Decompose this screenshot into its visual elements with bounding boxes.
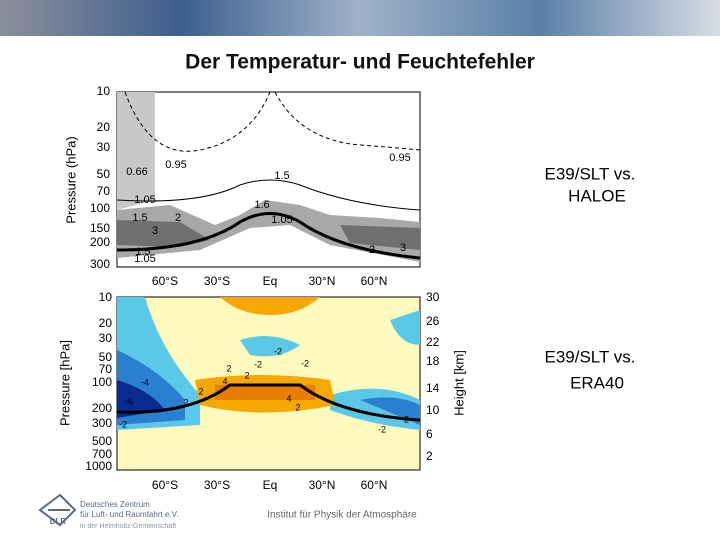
caption: E39/SLT vs. bbox=[544, 347, 635, 366]
contour-label: -2 bbox=[378, 424, 386, 434]
contour-label: -2 bbox=[119, 419, 127, 429]
x-tick-label: 60°S bbox=[152, 478, 178, 492]
x-tick-label: Eq bbox=[263, 478, 278, 492]
y-tick-label: 300 bbox=[90, 257, 110, 271]
y-tick-label: 30 bbox=[97, 140, 111, 154]
slide-title: Der Temperatur- und Feuchtefehler bbox=[185, 51, 535, 74]
y2-tick-label: 6 bbox=[426, 427, 433, 441]
contour-label: 1.5 bbox=[274, 170, 289, 182]
y-tick-label: 100 bbox=[92, 375, 112, 389]
contour-label: 2 bbox=[244, 370, 249, 380]
dlr-logo bbox=[38, 493, 77, 527]
y2-tick-label: 10 bbox=[426, 403, 440, 417]
y-tick-label: 150 bbox=[90, 221, 110, 235]
contour-label: 1.05 bbox=[134, 194, 155, 206]
x-tick-label: 60°N bbox=[361, 478, 388, 492]
contour-label: -2 bbox=[254, 359, 262, 369]
y2-tick-label: 30 bbox=[426, 290, 440, 304]
x-tick-label: Eq bbox=[263, 274, 278, 288]
y2-tick-label: 2 bbox=[426, 449, 433, 463]
institute: Institut für Physik der Atmosphäre bbox=[267, 510, 417, 521]
caption: ERA40 bbox=[570, 373, 624, 392]
plot-era40 bbox=[116, 296, 421, 471]
y-tick-label: 20 bbox=[99, 316, 113, 330]
y2-tick-label: 14 bbox=[426, 381, 440, 395]
org-name: in der Helmholtz-Gemeinschaft bbox=[80, 523, 176, 530]
contour-label: 4 bbox=[286, 393, 291, 403]
contour-label: 2 bbox=[183, 397, 188, 407]
contour-label: 0.66 bbox=[126, 166, 147, 178]
caption: HALOE bbox=[568, 186, 626, 205]
contour-label: 4 bbox=[222, 376, 227, 386]
y2-tick-label: 18 bbox=[426, 354, 440, 368]
y-axis-label: Pressure [hPa] bbox=[57, 340, 72, 426]
caption: E39/SLT vs. bbox=[544, 164, 635, 183]
org-name: Deutsches Zentrum bbox=[80, 500, 150, 509]
x-tick-label: 60°S bbox=[152, 274, 178, 288]
y2-tick-label: 26 bbox=[426, 314, 440, 328]
x-tick-label: 30°S bbox=[204, 274, 230, 288]
x-tick-label: 30°S bbox=[204, 478, 230, 492]
contour-label: 0.95 bbox=[389, 152, 410, 164]
y-tick-label: 10 bbox=[97, 84, 111, 98]
contour-label: 2 bbox=[175, 212, 181, 224]
contour-label: 3 bbox=[400, 242, 406, 254]
y-tick-label: 1000 bbox=[85, 459, 112, 473]
contour-label: 1.6 bbox=[254, 199, 269, 211]
contour-label: 2 bbox=[295, 402, 300, 412]
contour-label: 1.5 bbox=[135, 246, 150, 258]
x-tick-label: 30°N bbox=[309, 274, 336, 288]
contour-label: -4 bbox=[141, 377, 149, 387]
y2-axis-label: Height [km] bbox=[451, 350, 466, 416]
y-tick-label: 50 bbox=[97, 167, 111, 181]
y2-tick-label: 22 bbox=[426, 335, 440, 349]
contour-label: 3 bbox=[152, 225, 158, 237]
contour-label: -6 bbox=[125, 396, 133, 406]
contour-label: 2 bbox=[369, 244, 375, 256]
org-name: für Luft- und Raumfahrt e.V. bbox=[80, 510, 178, 519]
org-short: DLR bbox=[50, 517, 67, 526]
plot-haloe bbox=[116, 91, 421, 268]
x-tick-label: 60°N bbox=[361, 274, 388, 288]
y-tick-label: 50 bbox=[99, 350, 113, 364]
y-tick-label: 300 bbox=[92, 416, 112, 430]
y-axis-label: Pressure (hPa) bbox=[63, 136, 78, 223]
header-banner bbox=[0, 0, 720, 36]
y-tick-label: 10 bbox=[99, 290, 113, 304]
contour-label: 0.95 bbox=[165, 159, 186, 171]
y-tick-label: 100 bbox=[90, 201, 110, 215]
y-tick-label: 70 bbox=[99, 362, 113, 376]
contour-label: -2 bbox=[401, 414, 409, 424]
contour-label: 1.05 bbox=[271, 214, 292, 226]
y-tick-label: 70 bbox=[97, 184, 111, 198]
y-tick-label: 200 bbox=[92, 401, 112, 415]
y-tick-label: 20 bbox=[97, 120, 111, 134]
y-tick-label: 200 bbox=[90, 235, 110, 249]
contour-label: 2 bbox=[226, 363, 231, 373]
y-tick-label: 30 bbox=[99, 331, 113, 345]
x-tick-label: 30°N bbox=[309, 478, 336, 492]
y-tick-label: 500 bbox=[92, 434, 112, 448]
contour-label: -2 bbox=[274, 346, 282, 356]
contour-label: 1.05 bbox=[134, 253, 155, 265]
y-tick-label: 700 bbox=[92, 447, 112, 461]
contour-label: -2 bbox=[301, 358, 309, 368]
contour-label: 2 bbox=[198, 386, 203, 396]
contour-label: 1.5 bbox=[132, 212, 147, 224]
